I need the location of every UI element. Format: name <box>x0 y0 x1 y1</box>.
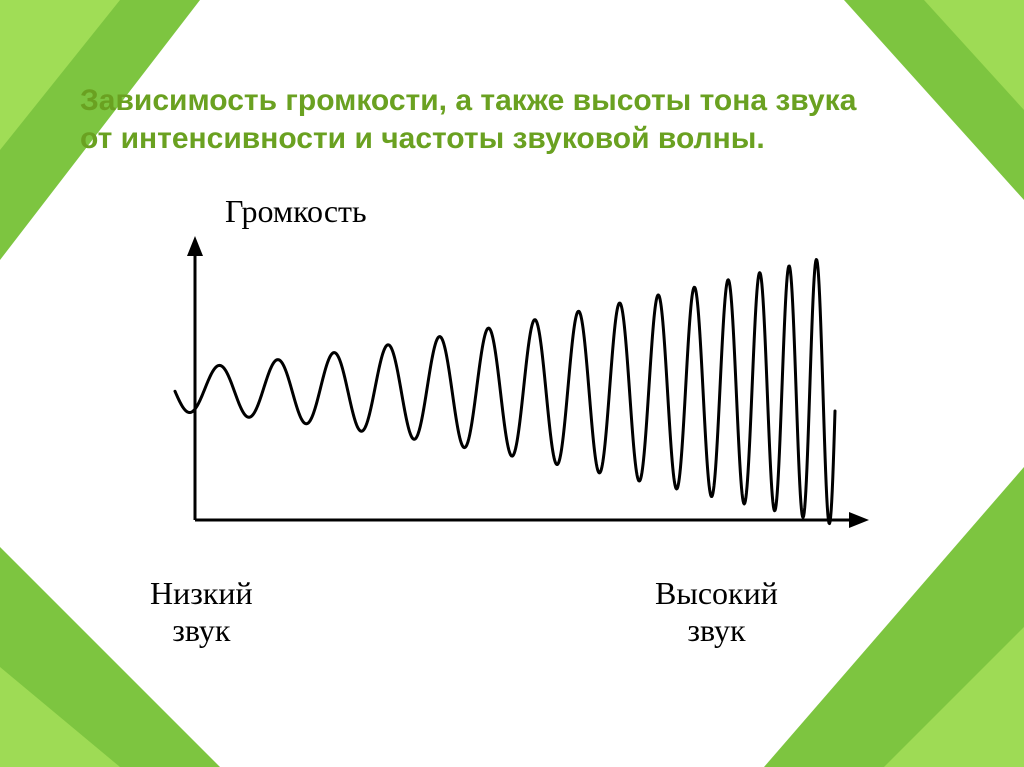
wave-chart <box>145 230 875 560</box>
slide: Зависимость громкости, а также высоты то… <box>0 0 1024 767</box>
y-axis-label: Громкость <box>225 193 367 230</box>
x-axis-label-left: Низкий звук <box>150 575 253 649</box>
x-axis-label-right: Высокий звук <box>655 575 778 649</box>
slide-title: Зависимость громкости, а также высоты то… <box>80 82 860 159</box>
